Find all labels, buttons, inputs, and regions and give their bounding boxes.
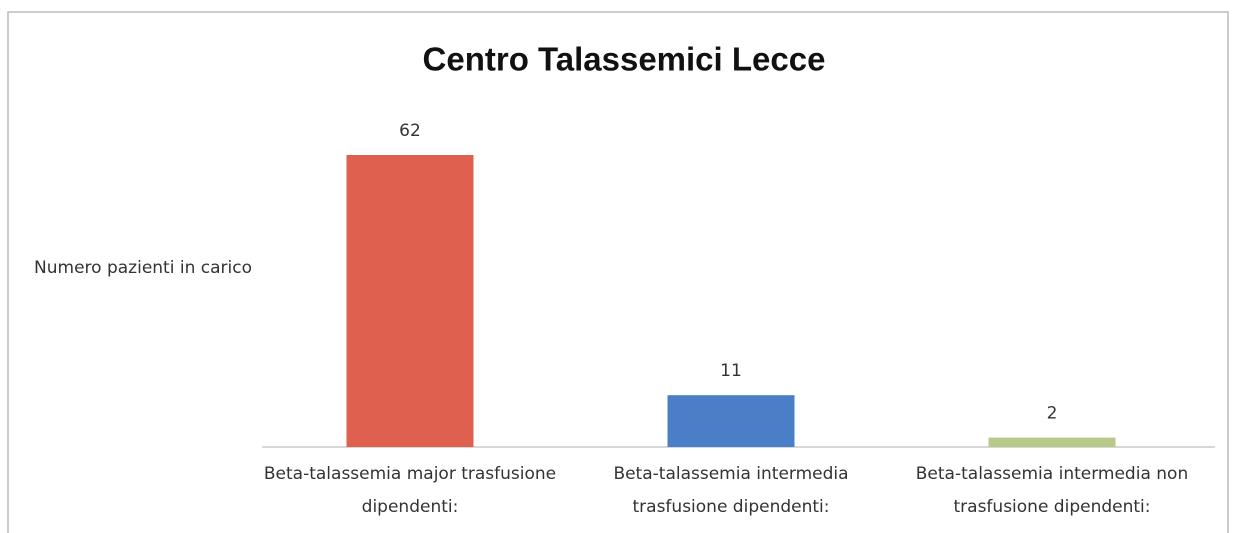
x-tick-label: Beta-talassemia intermedia trasfusione d… xyxy=(613,464,849,517)
y-axis-label: Numero pazienti in carico xyxy=(34,258,252,278)
bar xyxy=(988,437,1116,447)
x-tick-label: Beta-talassemia intermedia non trasfusio… xyxy=(915,464,1189,517)
bar xyxy=(346,155,474,447)
bar xyxy=(667,395,795,447)
data-label: 62 xyxy=(399,121,421,141)
data-label: 11 xyxy=(720,361,742,381)
chart-title: Centro Talassemici Lecce xyxy=(423,41,826,78)
data-label: 2 xyxy=(1047,404,1058,424)
frame xyxy=(7,11,1229,533)
x-tick-label: Beta-talassemia major trasfusione dipend… xyxy=(263,464,557,517)
